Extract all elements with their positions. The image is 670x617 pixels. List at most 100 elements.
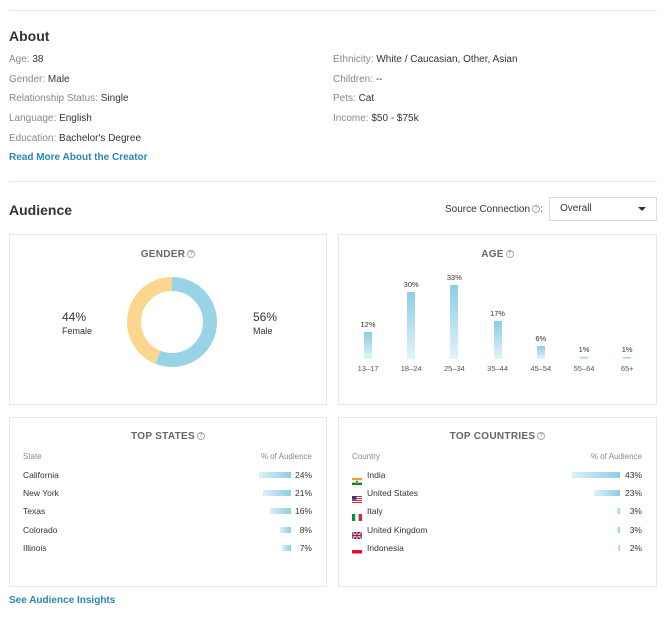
top_countries-row-name: United Kingdom bbox=[367, 524, 428, 535]
states-column-header: State bbox=[23, 452, 42, 461]
age-bar-value-label: 1% bbox=[578, 344, 590, 354]
age-card: AGE? 12% 13–17 30% 18–24 33% 25–34 17% 35–44 6% 4… bbox=[338, 234, 657, 405]
about-left-column: Age: 38 Gender: Male Relationship Status… bbox=[9, 53, 141, 151]
donut-male-segment bbox=[127, 277, 217, 367]
uk-flag-icon bbox=[351, 526, 363, 540]
top_states-bar-track bbox=[259, 544, 291, 551]
top_states-bar-track bbox=[259, 508, 291, 515]
top_countries-bar-track bbox=[572, 472, 620, 478]
about-value: Bachelor's Degree bbox=[59, 132, 141, 144]
source-connection-label: Source Connection?: bbox=[445, 204, 543, 215]
help-icon[interactable]: ? bbox=[196, 432, 205, 441]
about-value: 38 bbox=[32, 54, 44, 65]
about-value: Cat bbox=[358, 93, 375, 105]
about-value: $50 - $75k bbox=[371, 113, 419, 125]
countries-column-header: Country bbox=[352, 452, 381, 461]
help-icon[interactable]: ? bbox=[537, 432, 546, 441]
top_states-bar bbox=[259, 472, 291, 478]
read-more-link[interactable]: Read More About the Creator bbox=[9, 152, 148, 163]
source-connection-colon: : bbox=[540, 204, 543, 215]
countries-pct-header: % of Audience bbox=[590, 452, 642, 461]
about-age-row: Age: 38 bbox=[9, 53, 141, 73]
top_countries-bar bbox=[572, 472, 620, 478]
age-bar-value-label: 6% bbox=[535, 333, 547, 343]
india-flag-icon bbox=[352, 472, 362, 485]
age-bar bbox=[536, 345, 545, 359]
top_countries-row-pct: 43% bbox=[624, 470, 642, 480]
section-divider bbox=[9, 181, 657, 182]
age-card-title: AGE? bbox=[339, 249, 656, 260]
top_states-row-pct: 24% bbox=[294, 470, 312, 480]
top_countries-bar bbox=[594, 490, 620, 497]
top_countries-row-pct: 3% bbox=[629, 506, 642, 517]
male-percent: 56% bbox=[253, 310, 278, 324]
age-category-label: 55–64 bbox=[573, 364, 595, 373]
audience-heading: Audience bbox=[9, 202, 73, 218]
top_states-bar-track bbox=[259, 526, 291, 533]
see-audience-insights-link[interactable]: See Audience Insights bbox=[9, 595, 116, 606]
top_countries-row-name: India bbox=[367, 470, 386, 480]
about-label: Ethnicity: bbox=[333, 54, 374, 65]
top_states-row-pct: 7% bbox=[299, 542, 312, 553]
source-connection-text: Source Connection bbox=[445, 204, 531, 215]
top_countries-row-pct: 3% bbox=[629, 524, 642, 535]
top-divider bbox=[9, 10, 657, 11]
age-bar-value-label: 12% bbox=[360, 320, 376, 330]
help-icon[interactable]: ? bbox=[532, 205, 541, 214]
top_states-bar-track bbox=[259, 472, 291, 478]
top-countries-card: TOP COUNTRIES? Country % of Audience Ind… bbox=[338, 417, 657, 587]
top_countries-bar-track bbox=[572, 526, 620, 533]
top_states-row-name: Illinois bbox=[23, 542, 47, 553]
gender-card-title: GENDER? bbox=[10, 249, 326, 260]
age-category-label: 18–24 bbox=[400, 364, 422, 373]
about-label: Age: bbox=[9, 54, 30, 65]
source-connection-select[interactable]: Overall bbox=[549, 197, 657, 221]
top_countries-bar bbox=[616, 508, 620, 515]
about-language-row: Language: English bbox=[9, 112, 141, 132]
italy-flag-icon bbox=[352, 508, 362, 521]
gender-title-text: GENDER bbox=[140, 249, 186, 260]
about-value: English bbox=[59, 113, 92, 125]
top_countries-bar bbox=[617, 544, 620, 551]
help-icon[interactable]: ? bbox=[187, 250, 196, 259]
age-bar-value-label: 17% bbox=[490, 308, 506, 318]
about-label: Gender: bbox=[9, 73, 46, 85]
top_countries-row-pct: 2% bbox=[629, 542, 642, 553]
top_states-row-pct: 16% bbox=[294, 506, 312, 517]
top_countries-row-pct: 23% bbox=[624, 488, 642, 499]
about-label: Children: bbox=[333, 73, 374, 85]
top_states-row-pct: 8% bbox=[299, 524, 312, 535]
age-bar-value-label: 30% bbox=[403, 279, 419, 289]
about-value: -- bbox=[375, 73, 383, 85]
about-label: Pets: bbox=[333, 93, 356, 105]
about-value: Male bbox=[47, 73, 70, 85]
top_states-row-name: Texas bbox=[23, 506, 46, 517]
about-income-row: Income: $50 - $75k bbox=[333, 112, 518, 132]
top_countries-bar-track bbox=[572, 490, 620, 497]
about-pets-row: Pets: Cat bbox=[333, 92, 518, 112]
age-category-label: 65+ bbox=[620, 364, 634, 373]
gender-card: GENDER? 44% Female 56% Male bbox=[9, 234, 327, 405]
age-category-label: 35–44 bbox=[487, 364, 509, 373]
about-children-row: Children: -- bbox=[333, 73, 518, 93]
help-icon[interactable]: ? bbox=[505, 250, 514, 259]
about-education-row: Education: Bachelor's Degree bbox=[9, 132, 141, 152]
female-percent: 44% bbox=[62, 310, 87, 324]
about-label: Language: bbox=[9, 113, 57, 125]
chevron-down-icon bbox=[638, 207, 646, 211]
age-bar bbox=[407, 291, 416, 359]
about-right-column: Ethnicity: White / Caucasian, Other, Asi… bbox=[333, 53, 518, 132]
about-label: Relationship Status: bbox=[9, 93, 98, 105]
age-category-label: 45–54 bbox=[530, 364, 552, 373]
us-flag-icon bbox=[352, 490, 362, 503]
top_countries-row-name: Indonesia bbox=[367, 542, 404, 553]
top_states-row-pct: 21% bbox=[294, 488, 312, 499]
age-bar bbox=[580, 356, 588, 359]
age-chart-baseline bbox=[357, 359, 638, 360]
age-category-label: 25–34 bbox=[443, 364, 465, 373]
about-gender-row: Gender: Male bbox=[9, 73, 141, 93]
top-states-title: TOP STATES? bbox=[10, 431, 326, 442]
age-category-label: 13–17 bbox=[357, 364, 379, 373]
top_states-bar bbox=[269, 508, 291, 515]
age-bar bbox=[364, 332, 372, 359]
